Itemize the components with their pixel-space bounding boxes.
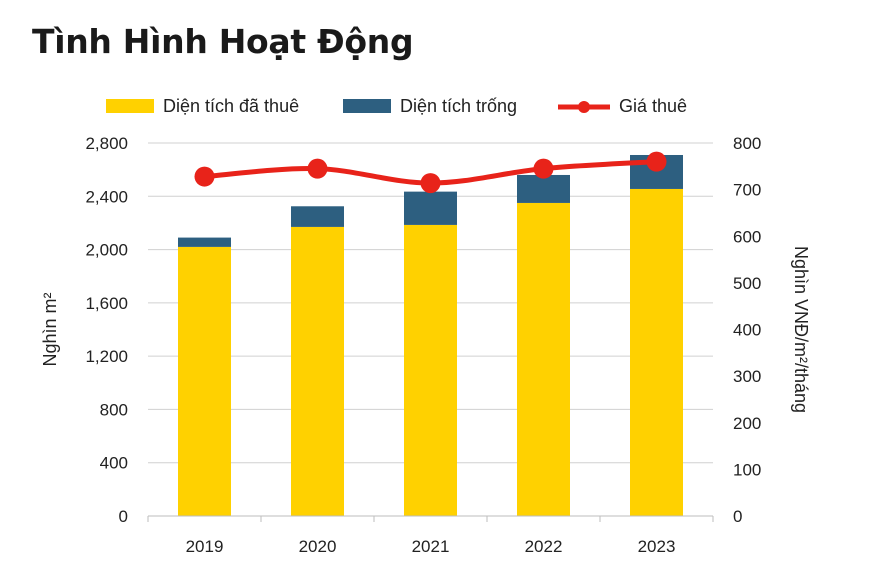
rent-point <box>194 166 215 187</box>
y-left-tick-label: 400 <box>100 454 128 473</box>
x-tick-label: 2022 <box>525 537 563 556</box>
x-tick-label: 2020 <box>299 537 337 556</box>
y-left-axis-title: Nghìn m² <box>40 292 60 366</box>
y-left-tick-label: 1,600 <box>85 294 128 313</box>
rent-point <box>646 151 667 172</box>
y-left-tick-label: 2,800 <box>85 134 128 153</box>
legend-swatch-leased <box>106 99 154 113</box>
y-right-tick-label: 600 <box>733 227 761 246</box>
rent-point <box>533 158 554 179</box>
bar-leased-area <box>178 246 231 516</box>
y-right-tick-label: 800 <box>733 134 761 153</box>
rent-line <box>194 151 667 194</box>
y-left-tick-label: 2,000 <box>85 241 128 260</box>
y-right-tick-label: 0 <box>733 507 742 526</box>
y-left-tick-label: 800 <box>100 400 128 419</box>
axes: 0 400 800 1,200 1,600 2,000 2,400 2,800 0 100 200 3… <box>40 134 811 556</box>
bar-vacant-area <box>291 206 344 227</box>
rent-point <box>307 158 328 179</box>
legend-label-leased: Diện tích đã thuê <box>163 96 299 116</box>
y-right-axis-title: Nghìn VNĐ/m²/tháng <box>791 246 811 413</box>
y-left-tick-label: 0 <box>119 507 128 526</box>
page-title: Tình Hình Hoạt Động <box>32 22 414 61</box>
y-right-tick-label: 400 <box>733 321 761 340</box>
y-left-tick-label: 2,400 <box>85 187 128 206</box>
y-right-tick-label: 700 <box>733 181 761 200</box>
bar-vacant-area <box>517 174 570 203</box>
rent-point <box>420 173 441 194</box>
x-tick-label: 2023 <box>638 537 676 556</box>
legend-marker-rent <box>578 101 590 113</box>
legend-label-rent: Giá thuê <box>619 96 687 116</box>
legend-swatch-vacant <box>343 99 391 113</box>
x-tick-label: 2019 <box>186 537 224 556</box>
legend-label-vacant: Diện tích trống <box>400 96 517 116</box>
bar-leased-area <box>517 202 570 517</box>
bar-leased-area <box>291 226 344 517</box>
y-right-tick-label: 300 <box>733 367 761 386</box>
bar-vacant-area <box>178 237 231 247</box>
bar-leased-area <box>630 188 683 516</box>
y-left-tick-label: 1,200 <box>85 347 128 366</box>
y-right-tick-label: 500 <box>733 274 761 293</box>
y-right-tick-label: 100 <box>733 460 761 479</box>
x-tick-label: 2021 <box>412 537 450 556</box>
legend: Diện tích đã thuê Diện tích trống Giá thuê <box>106 96 687 116</box>
bar-leased-area <box>404 224 457 516</box>
y-right-tick-label: 200 <box>733 414 761 433</box>
bar-vacant-area <box>404 191 457 225</box>
bars <box>178 154 683 517</box>
